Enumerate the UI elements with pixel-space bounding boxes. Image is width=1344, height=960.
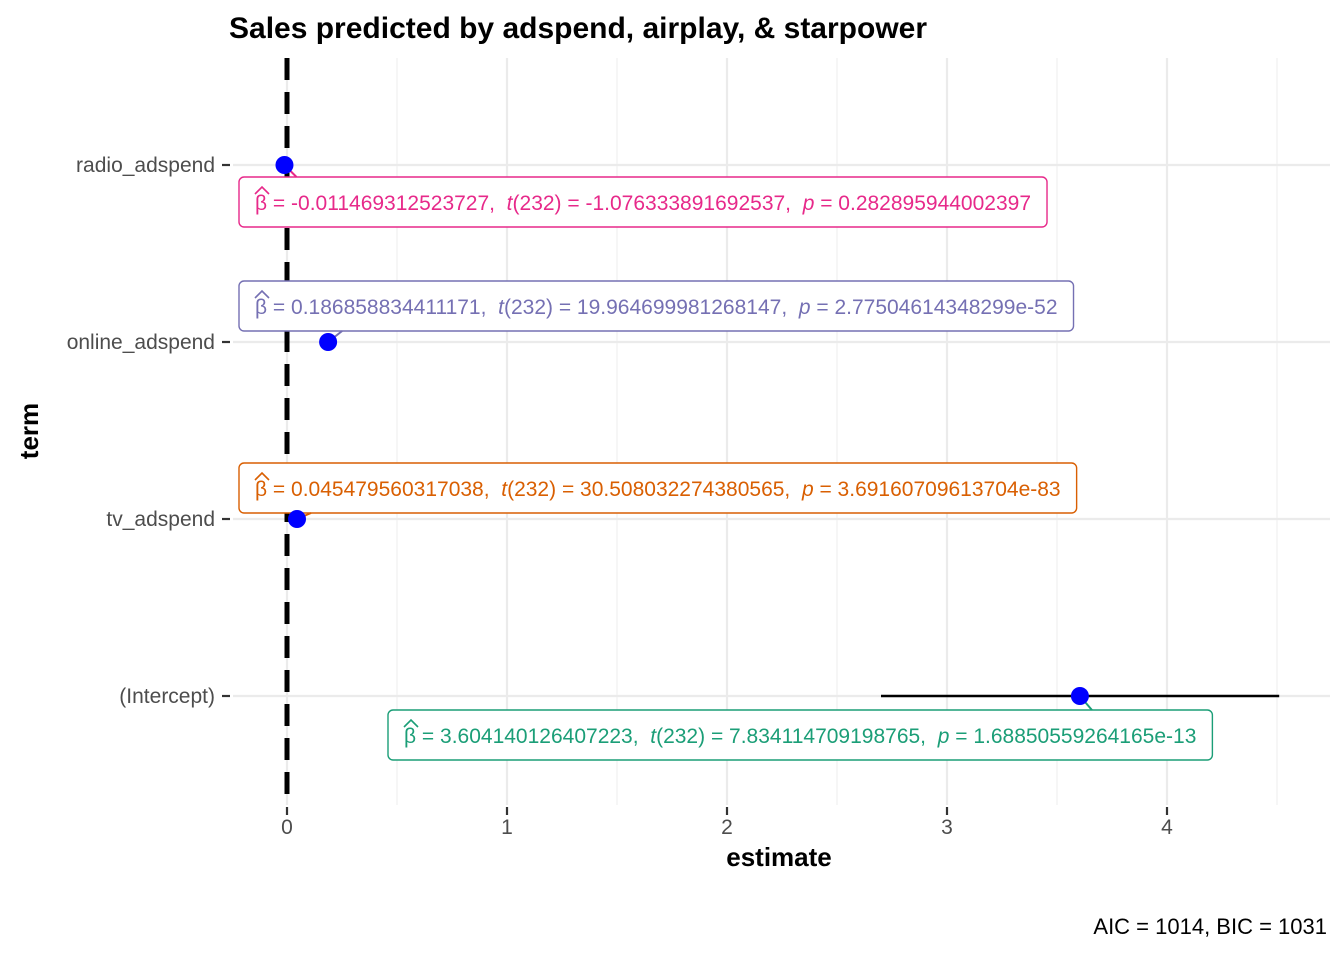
x-tick-label: 3 (941, 816, 953, 839)
label-beta: β (255, 478, 267, 501)
estimate-point (288, 510, 307, 528)
label-est: = 0.045479560317038, (267, 478, 489, 501)
label-p: p (802, 192, 815, 215)
term-group-tv-adspend: β = 0.045479560317038, t(232) = 30.50803… (238, 462, 1078, 528)
label-t: t (498, 296, 505, 319)
label-spacer1 (495, 192, 507, 215)
label-p: p (801, 478, 814, 501)
x-tick-label: 1 (501, 816, 513, 839)
label-beta: β (255, 296, 267, 319)
term-group-intercept: β = 3.604140126407223, t(232) = 7.834114… (387, 687, 1280, 761)
label-box (238, 176, 1048, 228)
label-p: p (937, 725, 950, 748)
estimate-point (319, 333, 338, 351)
label-box (238, 462, 1078, 514)
label-spacer2 (926, 725, 938, 748)
coefficient-label: β = 0.186858834411171, t(232) = 19.96469… (238, 280, 1075, 332)
term-group-online-adspend: β = 0.186858834411171, t(232) = 19.96469… (238, 280, 1075, 351)
label-beta: β (404, 725, 416, 748)
beta-hat-icon (254, 289, 270, 299)
label-tval: = 19.964699981268147, (553, 296, 787, 319)
label-spacer1 (639, 725, 651, 748)
label-est: = 3.604140126407223, (416, 725, 638, 748)
y-tick-label: online_adspend (67, 331, 215, 354)
label-pval: = 2.77504614348299e-52 (811, 296, 1058, 319)
label-spacer1 (486, 296, 498, 319)
label-t: t (507, 192, 514, 215)
label-df: (232) (504, 296, 553, 319)
label-t: t (650, 725, 657, 748)
model-fit-caption: AIC = 1014, BIC = 1031 (1093, 914, 1327, 939)
coefficient-label: β = -0.011469312523727, t(232) = -1.0763… (238, 176, 1048, 228)
label-tval: = 7.834114709198765, (705, 725, 926, 748)
coefficient-label: β = 0.045479560317038, t(232) = 30.50803… (238, 462, 1078, 514)
label-text: β = 0.045479560317038, t(232) = 30.50803… (255, 478, 1061, 501)
label-p: p (798, 296, 811, 319)
label-pval: = 1.68850559264165e-13 (949, 725, 1196, 748)
label-t: t (501, 478, 508, 501)
chart-title: Sales predicted by adspend, airplay, & s… (229, 12, 927, 45)
x-tick-label: 0 (281, 816, 293, 839)
estimate-point (1070, 687, 1089, 705)
y-axis-title: term (14, 403, 44, 459)
label-box (387, 709, 1214, 761)
label-pval: = 0.282895944002397 (814, 192, 1031, 215)
label-box (238, 280, 1075, 332)
y-tick-label: tv_adspend (106, 508, 215, 531)
term-group-radio-adspend: β = -0.011469312523727, t(232) = -1.0763… (238, 156, 1048, 228)
estimate-point (275, 156, 294, 174)
y-tick-label: radio_adspend (76, 154, 215, 177)
label-est: = 0.186858834411171, (267, 296, 486, 319)
y-tick-label: (Intercept) (119, 685, 215, 708)
coefficient-label: β = 3.604140126407223, t(232) = 7.834114… (387, 709, 1214, 761)
label-spacer2 (787, 296, 799, 319)
label-beta: β (255, 192, 267, 215)
label-df: (232) (513, 192, 562, 215)
label-text: β = -0.011469312523727, t(232) = -1.0763… (255, 192, 1031, 215)
label-spacer2 (791, 192, 803, 215)
label-spacer1 (490, 478, 502, 501)
x-tick-label: 4 (1161, 816, 1173, 839)
beta-hat-icon (254, 185, 270, 195)
label-est: = -0.011469312523727, (267, 192, 495, 215)
label-spacer2 (790, 478, 802, 501)
beta-hat-icon (403, 718, 419, 728)
label-text: β = 3.604140126407223, t(232) = 7.834114… (404, 725, 1196, 748)
x-tick-label: 2 (721, 816, 733, 839)
label-pval: = 3.69160709613704e-83 (814, 478, 1061, 501)
label-tval: = -1.076333891692537, (562, 192, 791, 215)
x-axis-title: estimate (726, 842, 832, 872)
beta-hat-icon (254, 471, 270, 481)
label-tval: = 30.508032274380565, (556, 478, 790, 501)
label-text: β = 0.186858834411171, t(232) = 19.96469… (255, 296, 1058, 319)
label-df: (232) (656, 725, 705, 748)
label-df: (232) (507, 478, 556, 501)
